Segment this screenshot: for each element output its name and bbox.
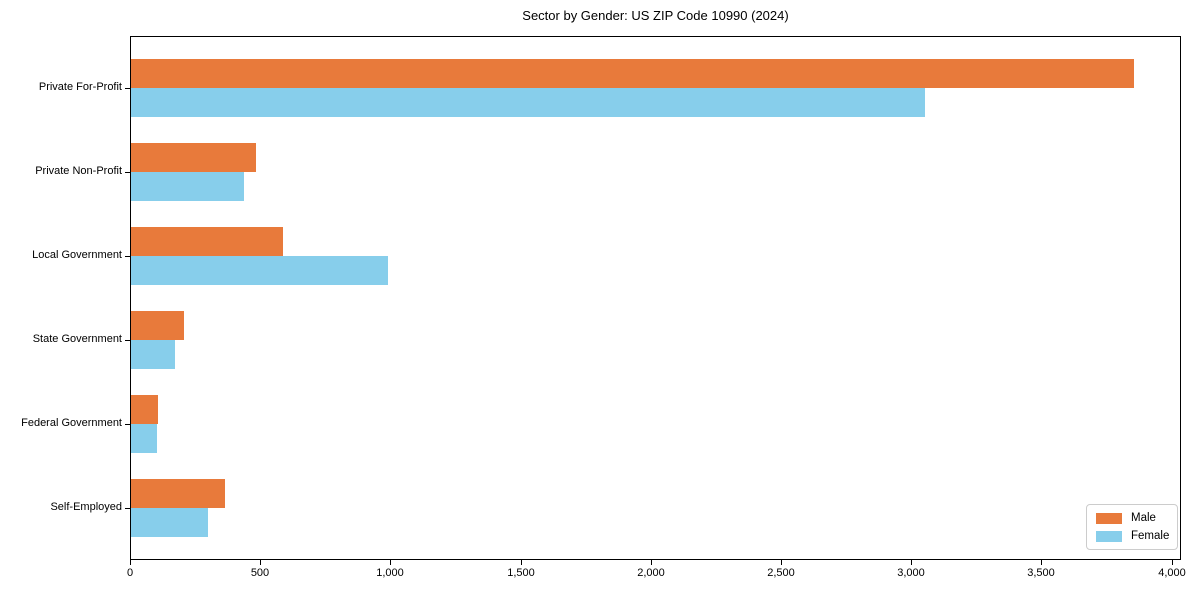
y-tick-mark [125, 340, 130, 341]
y-tick-label-private-for-profit: Private For-Profit [38, 81, 122, 93]
bar-female-state-government [131, 340, 175, 369]
x-tick-label-2000: 2,000 [637, 567, 665, 579]
x-tick-mark [521, 560, 522, 565]
chart-title: Sector by Gender: US ZIP Code 10990 (202… [522, 8, 789, 23]
y-tick-label-private-non-profit: Private Non-Profit [35, 165, 122, 177]
bar-female-local-government [131, 256, 388, 285]
y-tick-mark [125, 88, 130, 89]
y-tick-label-state-government: State Government [32, 333, 122, 345]
legend: Male Female [1086, 504, 1178, 550]
x-tick-mark [260, 560, 261, 565]
x-tick-label-3000: 3,000 [897, 567, 925, 579]
bar-female-federal-government [131, 424, 157, 453]
bar-male-private-for-profit [131, 59, 1134, 88]
legend-label-female: Female [1131, 530, 1170, 542]
y-tick-label-self-employed: Self-Employed [50, 501, 122, 513]
bar-male-state-government [131, 311, 184, 340]
legend-item-female: Female [1096, 530, 1170, 542]
x-tick-mark [390, 560, 391, 565]
male-swatch-icon [1096, 512, 1122, 524]
x-tick-mark [781, 560, 782, 565]
x-tick-label-4000: 4,000 [1158, 567, 1186, 579]
y-tick-label-federal-government: Federal Government [21, 417, 122, 429]
x-tick-mark [130, 560, 131, 565]
y-tick-mark [125, 424, 130, 425]
x-tick-mark [911, 560, 912, 565]
x-tick-label-2500: 2,500 [767, 567, 795, 579]
bar-female-private-for-profit [131, 88, 925, 117]
bar-male-private-non-profit [131, 143, 256, 172]
x-tick-mark [1041, 560, 1042, 565]
x-tick-label-3500: 3,500 [1027, 567, 1055, 579]
bar-male-self-employed [131, 479, 225, 508]
x-tick-label-1000: 1,000 [376, 567, 404, 579]
x-tick-mark [651, 560, 652, 565]
female-swatch-icon [1096, 530, 1122, 542]
x-tick-label-0: 0 [126, 567, 134, 579]
y-tick-mark [125, 256, 130, 257]
x-tick-label-500: 500 [250, 567, 270, 579]
bar-female-self-employed [131, 508, 208, 537]
y-tick-mark [125, 172, 130, 173]
x-tick-mark [1172, 560, 1173, 565]
plot-area [130, 36, 1181, 560]
bar-female-private-non-profit [131, 172, 244, 201]
legend-label-male: Male [1131, 512, 1156, 524]
bar-male-local-government [131, 227, 283, 256]
x-tick-label-1500: 1,500 [507, 567, 535, 579]
legend-item-male: Male [1096, 512, 1168, 524]
y-tick-mark [125, 508, 130, 509]
bar-male-federal-government [131, 395, 158, 424]
y-tick-label-local-government: Local Government [32, 249, 122, 261]
